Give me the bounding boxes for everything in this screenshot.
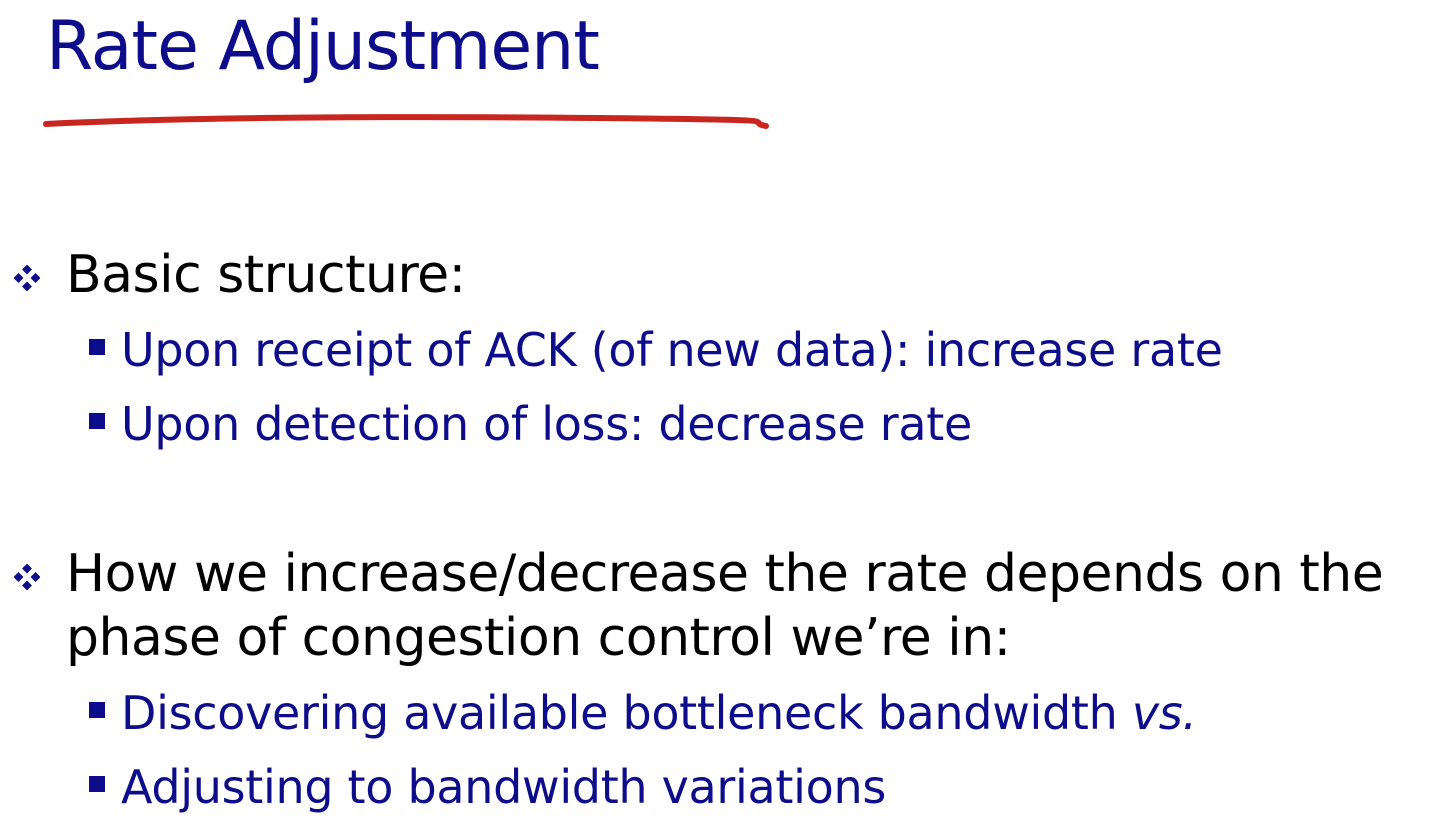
bullet-text: Basic structure: xyxy=(66,245,466,305)
bullet-row: How we increase/decrease the rate depend… xyxy=(14,542,1434,670)
sub-item-adjusting-variations: Adjusting to bandwidth variations xyxy=(14,750,1434,824)
square-bullet-icon xyxy=(89,339,105,355)
sub-list: Discovering available bottleneck bandwid… xyxy=(14,676,1434,824)
bullet-basic-structure: Basic structure: Upon receipt of ACK (of… xyxy=(14,243,1434,461)
sub-item-text: Discovering available bottleneck bandwid… xyxy=(121,686,1132,740)
square-bullet-icon xyxy=(89,413,105,429)
sub-item-emphasis: vs. xyxy=(1131,686,1197,740)
diamond-bullet-icon xyxy=(14,265,40,291)
square-bullet-icon xyxy=(89,776,105,792)
slide-title: Rate Adjustment xyxy=(46,7,600,86)
diamond-bullet-icon xyxy=(14,564,40,590)
sub-item-text: Upon receipt of ACK (of new data): incre… xyxy=(121,323,1223,377)
bullet-row: Basic structure: xyxy=(14,243,1434,307)
sub-item-text: Upon detection of loss: decrease rate xyxy=(121,397,972,451)
sub-list: Upon receipt of ACK (of new data): incre… xyxy=(14,313,1434,461)
sub-item-discovering-bandwidth: Discovering available bottleneck bandwid… xyxy=(14,676,1434,750)
title-underline xyxy=(43,114,769,129)
square-bullet-icon xyxy=(89,702,105,718)
sub-item-increase-rate: Upon receipt of ACK (of new data): incre… xyxy=(14,313,1434,387)
bullet-text: How we increase/decrease the rate depend… xyxy=(66,544,1384,668)
sub-item-text: Adjusting to bandwidth variations xyxy=(121,760,886,814)
bullet-rate-phase: How we increase/decrease the rate depend… xyxy=(14,542,1434,824)
sub-item-decrease-rate: Upon detection of loss: decrease rate xyxy=(14,387,1434,461)
